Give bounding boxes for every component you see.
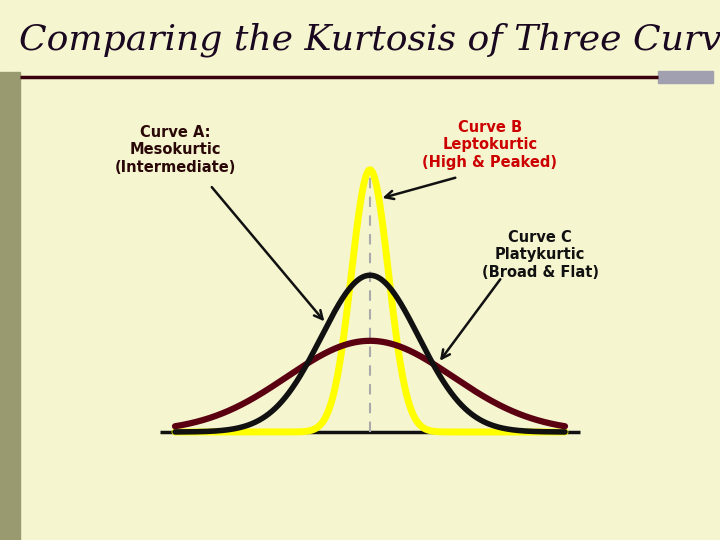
Bar [658,71,713,83]
Text: Curve B
Leptokurtic
(High & Peaked): Curve B Leptokurtic (High & Peaked) [423,120,557,170]
Text: Curve A:
Mesokurtic
(Intermediate): Curve A: Mesokurtic (Intermediate) [114,125,235,175]
Text: Curve C
Platykurtic
(Broad & Flat): Curve C Platykurtic (Broad & Flat) [482,230,598,280]
Text: Comparing the Kurtosis of Three Curves: Comparing the Kurtosis of Three Curves [19,23,720,57]
Bar [0,72,20,540]
